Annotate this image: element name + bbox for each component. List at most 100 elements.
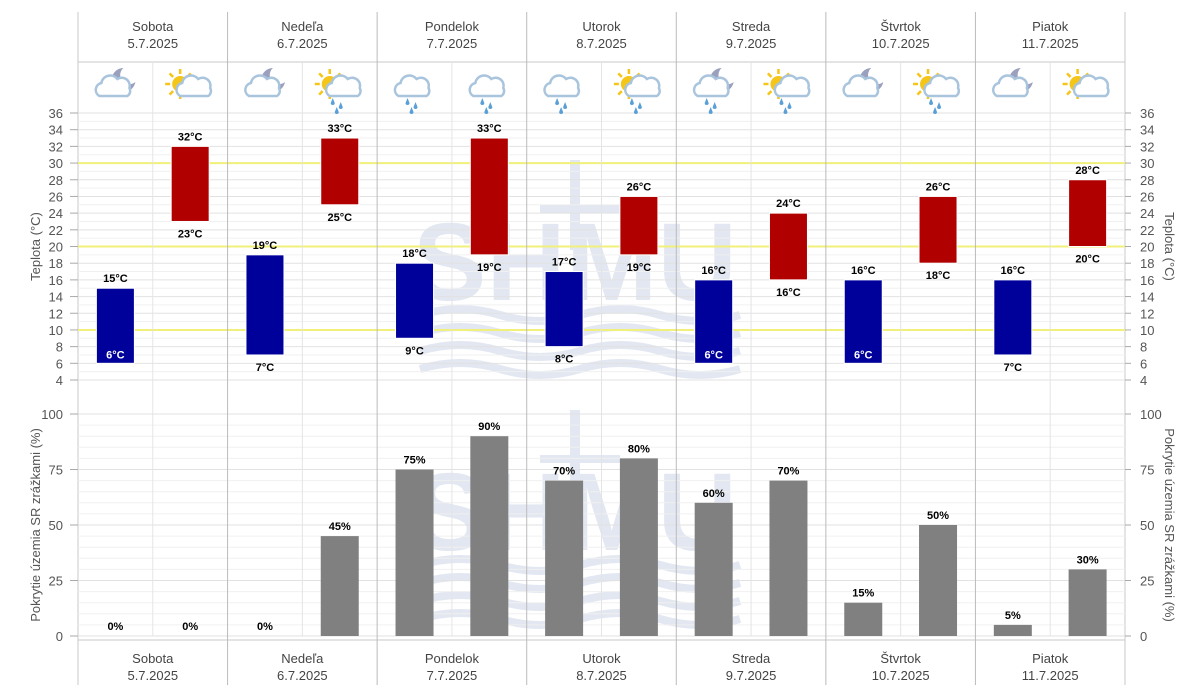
sun-ray [617,90,623,96]
temp-tick-right: 34 [1140,123,1154,138]
sun-cloud-icon [1062,69,1110,99]
night-min-label: 8°C [555,354,574,366]
day-temp-bar [320,137,360,206]
day-date-header: 10.7.2025 [872,36,930,51]
precip-tick-right: 25 [1140,574,1154,589]
temp-tick-right: 26 [1140,189,1154,204]
temp-tick-right: 4 [1140,373,1147,388]
day-precip-bar [769,480,808,636]
day-max-label: 33°C [327,123,352,135]
temp-tick-right: 20 [1140,240,1154,255]
day-date-header: 8.7.2025 [576,36,627,51]
day-min-label: 25°C [327,212,352,224]
temp-tick-right: 24 [1140,206,1154,221]
cloud-shape [324,74,362,98]
day-max-label: 33°C [477,123,502,135]
night-max-label: 19°C [253,240,278,252]
temp-tick-right: 28 [1140,173,1154,188]
day-precip-label: 0% [182,621,198,633]
night-precip-label: 5% [1005,610,1021,622]
day-precip-bar [919,525,958,636]
day-max-label: 28°C [1075,165,1100,177]
day-name-header: Utorok [582,19,621,34]
day-precip-label: 90% [478,421,500,433]
sun-cloud-rain-icon [314,69,362,114]
night-temp-bar [95,287,135,364]
day-date-header: 11.7.2025 [1022,36,1079,51]
rain-drop [488,102,493,109]
precip-tick-right: 50 [1140,518,1154,533]
day-name-header: Pondelok [425,19,480,34]
watermark-mast [570,410,580,500]
cloud-shape [692,74,730,98]
rain-drop [933,107,938,114]
temp-tick-left: 22 [49,223,63,238]
rain-drop [779,98,784,105]
night-precip-bar [545,480,584,636]
cloud-shape [624,74,661,98]
day-precip-label: 30% [1077,554,1099,566]
rain-drop [712,102,717,109]
day-name-header: Sobota [132,19,174,34]
temp-tick-right: 14 [1140,290,1154,305]
day-name-footer: Utorok [582,651,621,666]
temp-tick-left: 32 [49,139,63,154]
night-precip-label: 15% [852,588,874,600]
temp-tick-left: 24 [49,206,63,221]
day-min-label: 18°C [926,270,951,282]
day-date-header: 7.7.2025 [427,36,478,51]
rain-drop [929,98,934,105]
rain-drop [555,98,560,105]
night-min-label: 7°C [256,362,275,374]
rain-drop [330,98,335,105]
night-max-label: 16°C [1001,265,1026,277]
sun-ray [318,72,324,78]
day-max-label: 26°C [627,181,652,193]
cloud-moon-rain-icon [692,68,734,114]
cloud-rain-icon [543,74,581,114]
watermark-wave [418,359,742,379]
rain-drop [629,98,634,105]
night-min-label: 9°C [405,345,424,357]
rain-drop [637,102,642,109]
sun-ray [168,72,174,78]
temp-tick-left: 4 [56,373,63,388]
temp-tick-right: 36 [1140,106,1154,121]
watermark-arm [540,455,620,463]
cloud-shape [923,74,961,98]
day-name-footer: Piatok [1032,651,1069,666]
night-precip-bar [694,502,733,636]
cloud-shape [773,74,811,98]
night-min-label: 6°C [704,349,723,361]
sun-ray [1066,72,1072,78]
rain-drop [480,98,485,105]
day-precip-bar [470,436,509,636]
night-precip-bar [844,602,883,636]
cloud-moon-icon [94,68,136,98]
rain-drop [787,102,792,109]
day-precip-label: 70% [777,466,799,478]
night-temp-bar [993,279,1033,356]
day-temp-bar [469,137,509,256]
precip-tick-left: 75 [49,463,63,478]
temp-tick-left: 14 [49,290,63,305]
rain-drop [484,107,489,114]
watermark-wave [418,341,742,361]
night-temp-bar [395,262,435,339]
sun-ray [617,72,623,78]
night-precip-label: 0% [107,621,123,633]
precip-tick-right: 0 [1140,629,1147,644]
precip-tick-right: 100 [1140,407,1162,422]
sun-cloud-rain-icon [763,69,811,114]
temp-tick-left: 8 [56,340,63,355]
temp-tick-right: 8 [1140,340,1147,355]
night-precip-bar [993,624,1032,636]
temp-tick-right: 30 [1140,156,1154,171]
rain-drop [937,102,942,109]
temp-tick-right: 16 [1140,273,1154,288]
day-date-footer: 11.7.2025 [1022,668,1079,683]
day-max-label: 24°C [776,198,801,210]
day-precip-bar [619,458,658,636]
watermark-arm [540,205,620,213]
